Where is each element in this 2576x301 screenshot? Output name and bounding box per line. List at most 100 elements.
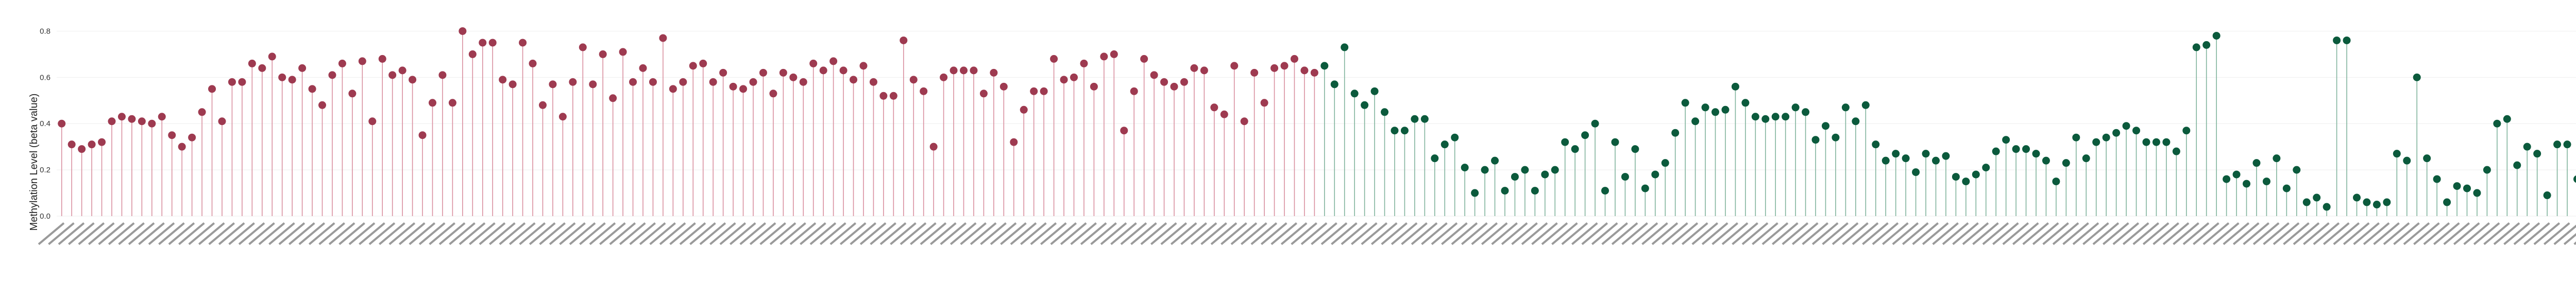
lollipop-point xyxy=(1531,187,1539,195)
x-tick-label xyxy=(1421,222,1448,245)
x-tick-label xyxy=(639,222,666,245)
lollipop-point xyxy=(979,90,988,98)
lollipop-point xyxy=(819,66,827,75)
lollipop-point xyxy=(1391,127,1399,135)
lollipop-point xyxy=(558,113,567,121)
x-tick-label xyxy=(1070,222,1097,245)
lollipop-point xyxy=(278,73,286,81)
lollipop-point xyxy=(148,119,156,128)
x-tick-label xyxy=(950,222,977,245)
x-tick-label xyxy=(2223,222,2250,245)
lollipop-point xyxy=(2313,193,2321,202)
lollipop-point xyxy=(1852,117,1860,126)
lollipop-point xyxy=(448,99,456,107)
x-tick-label xyxy=(1732,222,1758,245)
lollipop-point xyxy=(519,39,527,47)
lollipop-point xyxy=(308,85,316,93)
lollipop-point xyxy=(1030,87,1038,95)
x-tick-label xyxy=(2473,222,2500,245)
x-tick-label xyxy=(308,222,335,245)
x-tick-label xyxy=(2343,222,2370,245)
lollipop-point xyxy=(2002,136,2010,144)
lollipop-point xyxy=(388,71,397,79)
x-tick-label xyxy=(1531,222,1558,245)
x-tick-label xyxy=(1802,222,1829,245)
lollipop-point xyxy=(1721,105,1730,114)
x-tick-label xyxy=(168,222,195,245)
x-tick-label xyxy=(759,222,786,245)
x-tick-label xyxy=(1701,222,1728,245)
x-tick-label xyxy=(2142,222,2170,245)
lollipop-point xyxy=(1180,78,1188,86)
x-tick-label xyxy=(1401,222,1428,245)
x-tick-label xyxy=(1511,222,1538,245)
x-tick-label xyxy=(879,222,907,245)
lollipop-point xyxy=(438,71,447,79)
lollipop-point xyxy=(1150,71,1158,79)
lollipop-point xyxy=(1461,164,1469,172)
x-tick-label xyxy=(689,222,716,245)
lollipop-point xyxy=(1361,101,1369,109)
lollipop-point xyxy=(599,50,607,58)
lollipop-point xyxy=(2433,175,2441,183)
lollipop-point xyxy=(2142,138,2150,146)
lollipop-point xyxy=(1370,87,1379,95)
x-tick-label xyxy=(469,222,496,245)
lollipop-point xyxy=(1040,87,1048,95)
y-tick-label: 0.2 xyxy=(40,166,50,174)
lollipop-point xyxy=(1130,87,1138,95)
x-tick-label xyxy=(118,222,145,245)
lollipop-point xyxy=(238,78,246,86)
x-tick-label xyxy=(2082,222,2109,245)
x-tick-label xyxy=(1320,222,1348,245)
lollipop-point xyxy=(2513,161,2521,169)
lollipop-point xyxy=(2393,150,2401,158)
lollipop-point xyxy=(2032,150,2040,158)
x-tick-label xyxy=(1110,222,1137,245)
lollipop-point xyxy=(669,85,677,93)
x-tick-label xyxy=(659,222,686,245)
x-tick-label xyxy=(1000,222,1027,245)
lollipop-point xyxy=(1320,62,1329,70)
lollipop-point xyxy=(2262,178,2270,186)
lollipop-point xyxy=(1731,82,1739,91)
x-tick-label xyxy=(1782,222,1809,245)
lollipop-point xyxy=(2082,154,2090,163)
x-tick-label xyxy=(1571,222,1598,245)
x-tick-label xyxy=(589,222,616,245)
stem-layer xyxy=(61,31,2568,216)
lollipop-point xyxy=(1741,99,1750,107)
lollipop-point xyxy=(2383,198,2391,206)
x-tick-label xyxy=(2182,222,2210,245)
lollipop-point xyxy=(719,68,727,77)
lollipop-point xyxy=(2463,184,2471,192)
lollipop-point xyxy=(1120,127,1128,135)
x-tick-label xyxy=(920,222,947,245)
x-tick-label xyxy=(679,222,706,245)
x-tick-label xyxy=(1641,222,1668,245)
lollipop-point xyxy=(2012,145,2020,153)
lollipop-point xyxy=(108,117,116,126)
y-axis-ticks: 0.0 0.2 0.4 0.6 0.8 xyxy=(40,27,50,221)
grid-layer xyxy=(57,30,2576,217)
lollipop-point xyxy=(1641,184,1649,192)
x-tick-label xyxy=(418,222,446,245)
lollipop-point xyxy=(1651,170,1659,179)
lollipop-point xyxy=(268,52,276,61)
lollipop-point xyxy=(2543,191,2551,200)
lollipop-point xyxy=(128,115,136,123)
x-tick-label xyxy=(729,222,756,245)
x-tick-label xyxy=(399,222,426,245)
x-tick-label xyxy=(1992,222,2019,245)
x-tick-label xyxy=(1621,222,1648,245)
lollipop-point xyxy=(889,92,897,100)
lollipop-point xyxy=(2293,166,2301,174)
lollipop-point xyxy=(98,138,106,146)
lollipop-point xyxy=(1841,103,1850,112)
lollipop-point xyxy=(1411,115,1419,123)
lollipop-point xyxy=(1511,173,1519,181)
y-tick-label: 0.0 xyxy=(40,212,50,221)
lollipop-point xyxy=(609,94,617,102)
x-tick-label xyxy=(739,222,767,245)
